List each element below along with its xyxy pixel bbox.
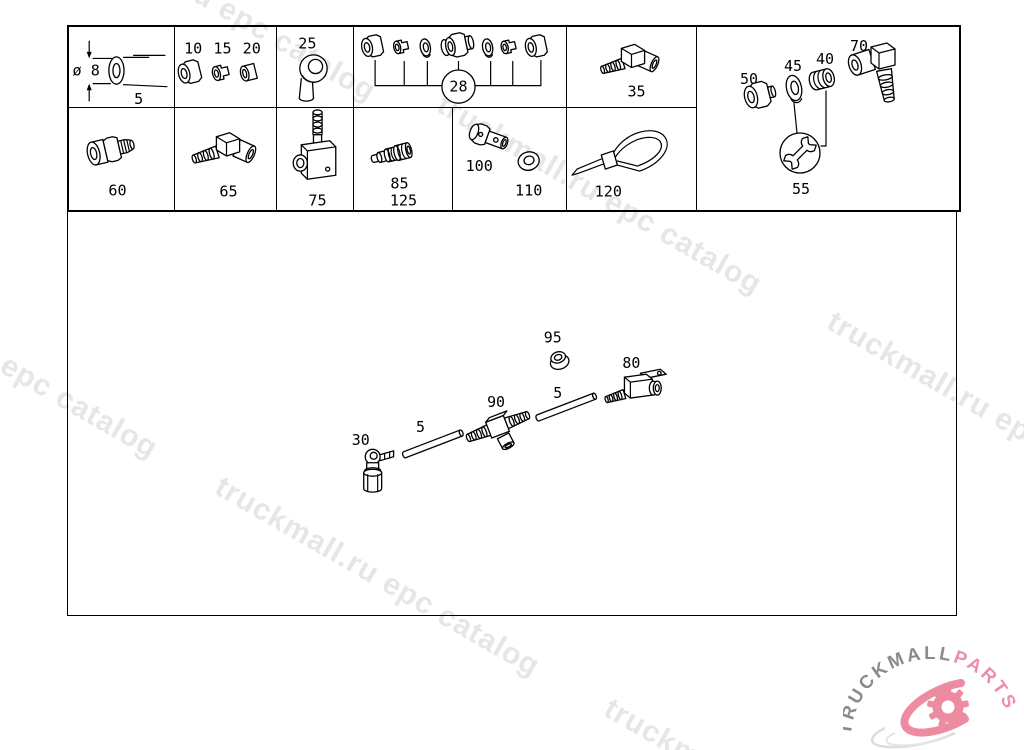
elbow-connector-30-part bbox=[364, 449, 394, 492]
cable-tie-part bbox=[572, 131, 667, 175]
cell-nut-group: 10 15 20 bbox=[175, 27, 277, 108]
diameter-label: ø 8 bbox=[72, 62, 99, 80]
part-number-30[interactable]: 30 bbox=[352, 431, 370, 449]
cell-banjo-bolt: 100 110 bbox=[453, 108, 567, 210]
stepped-nipple-part bbox=[370, 142, 414, 167]
part-number-15[interactable]: 15 bbox=[213, 39, 231, 57]
grooved-sleeve-40-part bbox=[807, 68, 836, 92]
straight-union-part bbox=[85, 132, 136, 166]
part-number-75[interactable]: 75 bbox=[308, 192, 326, 210]
part-number-45[interactable]: 45 bbox=[784, 57, 802, 75]
cell-fitting-kit: 28 bbox=[354, 27, 567, 108]
fitting-kit-parts bbox=[359, 30, 549, 60]
union-nut-50-part bbox=[741, 79, 779, 112]
elbow-fitting-70-part bbox=[846, 43, 898, 104]
valve-block-part bbox=[293, 110, 336, 179]
elbow-hose-fitting-part bbox=[598, 43, 662, 77]
part-number-25[interactable]: 25 bbox=[298, 34, 316, 52]
part-number-125[interactable]: 125 bbox=[390, 191, 417, 209]
assembly-diagram-box: 30 5 90 5 95 80 bbox=[67, 211, 957, 616]
tool-leader-lines bbox=[794, 91, 826, 146]
part-number-10[interactable]: 10 bbox=[184, 39, 202, 57]
part-number-100[interactable]: 100 bbox=[466, 157, 493, 175]
cell-elbow-hose-fitting: 35 bbox=[567, 27, 697, 108]
cell-elbow-union: 65 bbox=[175, 108, 277, 210]
cell-pipe-dimension: ø 8 5 bbox=[69, 27, 175, 108]
part-number-65[interactable]: 65 bbox=[219, 182, 237, 200]
wrench-icon bbox=[782, 135, 818, 171]
part-number-55[interactable]: 55 bbox=[792, 180, 810, 198]
part-number-5-front[interactable]: 5 bbox=[416, 418, 425, 436]
part-number-120[interactable]: 120 bbox=[595, 182, 622, 200]
part-number-5-rear[interactable]: 5 bbox=[553, 384, 562, 402]
elbow-union-part bbox=[190, 132, 259, 167]
part-number-90[interactable]: 90 bbox=[487, 393, 505, 411]
part-number-20[interactable]: 20 bbox=[243, 39, 261, 57]
gear-icon bbox=[927, 686, 969, 728]
fuel-pipe-rear bbox=[534, 391, 598, 423]
tool-kit-callout bbox=[780, 133, 820, 173]
part-number-5[interactable]: 5 bbox=[134, 90, 143, 108]
part-number-85[interactable]: 85 bbox=[390, 174, 408, 192]
part-number-40[interactable]: 40 bbox=[816, 50, 834, 68]
part-number-70[interactable]: 70 bbox=[850, 37, 868, 55]
end-connector-80-part bbox=[603, 369, 666, 405]
cell-union-group: 50 45 40 70 55 bbox=[697, 27, 959, 210]
part-number-28[interactable]: 28 bbox=[449, 78, 467, 96]
part-number-80[interactable]: 80 bbox=[622, 354, 640, 372]
bushing-part bbox=[239, 64, 257, 82]
part-number-60[interactable]: 60 bbox=[108, 181, 126, 199]
banjo-eye-part bbox=[299, 55, 327, 101]
cell-cable-tie: 120 bbox=[567, 108, 697, 210]
cell-stepped-nipple: 85 125 bbox=[354, 108, 453, 210]
collar-sleeve-part bbox=[210, 63, 231, 83]
truckmall-logo[interactable]: TRUCKMALLPARTS bbox=[834, 642, 1023, 750]
banjo-bolt-part bbox=[467, 121, 511, 153]
cell-straight-union: 60 bbox=[69, 108, 175, 210]
cell-banjo-eye: 25 bbox=[277, 27, 354, 108]
part-number-110[interactable]: 110 bbox=[515, 181, 542, 199]
seal-ring-110-part bbox=[516, 150, 541, 173]
union-nut-part bbox=[175, 58, 204, 87]
part-number-95[interactable]: 95 bbox=[544, 328, 562, 346]
parts-reference-table: ø 8 5 10 15 20 25 bbox=[67, 25, 961, 212]
kit-leader-lines bbox=[375, 60, 541, 85]
cell-valve-block: 75 bbox=[277, 108, 354, 210]
grommet-95-part bbox=[547, 349, 570, 371]
pipe-dimension-drawing bbox=[86, 41, 167, 101]
seal-ring-45-part bbox=[783, 72, 806, 106]
fuel-pipe-front bbox=[401, 428, 465, 460]
kit-callout-circle bbox=[442, 70, 475, 103]
tee-fitting-90-part bbox=[464, 408, 532, 452]
part-number-35[interactable]: 35 bbox=[627, 83, 645, 101]
logo-shadow-swirl bbox=[870, 726, 956, 749]
